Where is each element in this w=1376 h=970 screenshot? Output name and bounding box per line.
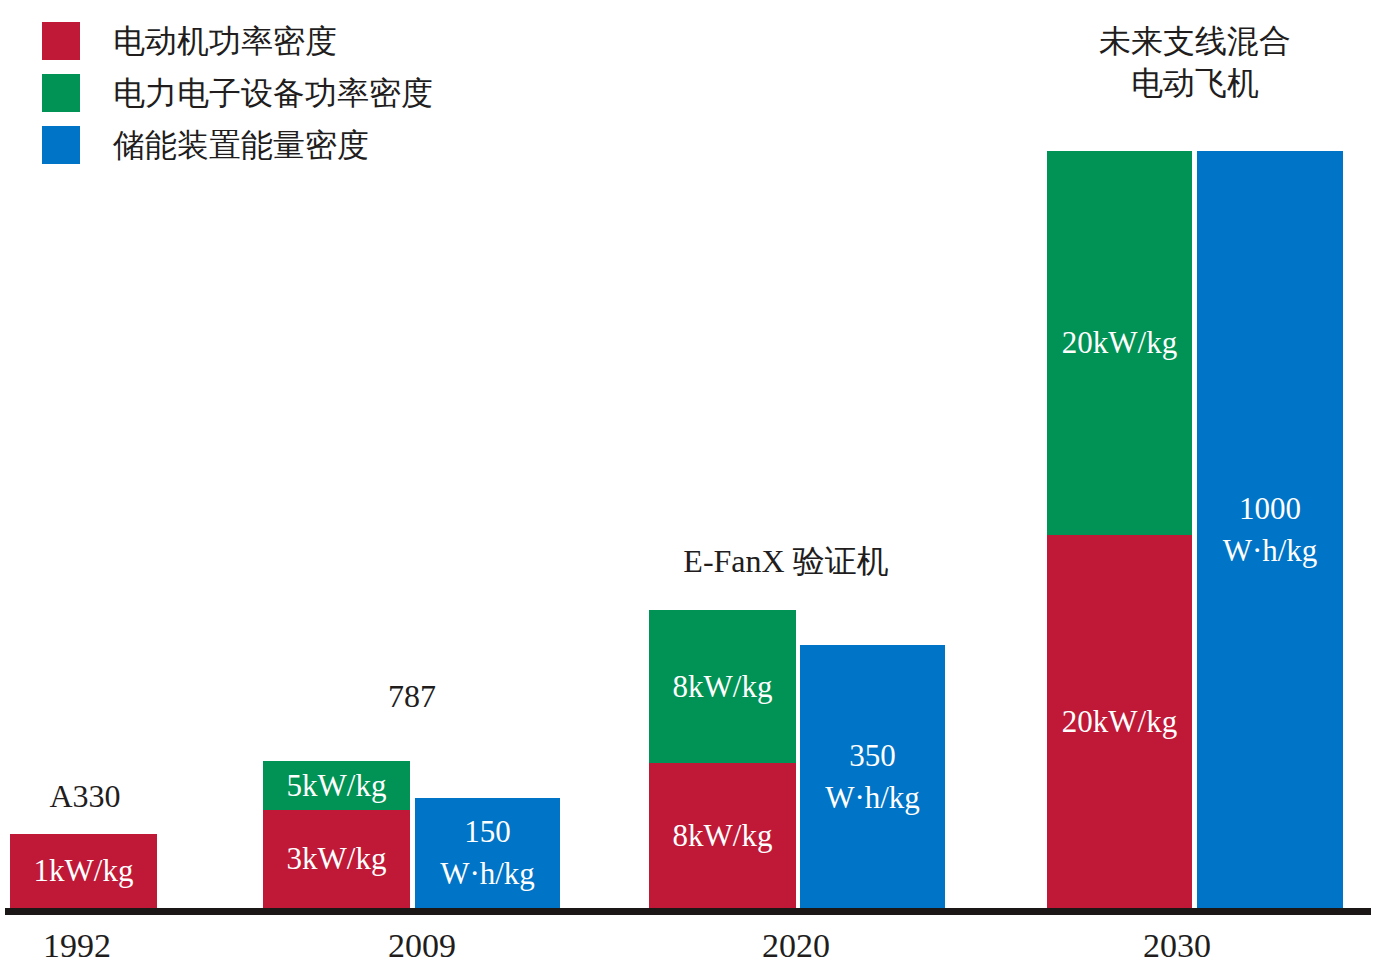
bar-value-label: 20kW/kg bbox=[1062, 705, 1177, 739]
bar-value-label: 150 bbox=[464, 811, 511, 853]
electronics-bar-segment: 5kW/kg bbox=[263, 761, 410, 810]
bar-value-label-stack: 350W·h/kg bbox=[825, 645, 920, 908]
bar-value-label: 1kW/kg bbox=[34, 854, 134, 888]
storage-legend-swatch bbox=[42, 126, 80, 164]
motor-bar-segment: 20kW/kg bbox=[1047, 535, 1192, 908]
group-title-2009: 787 bbox=[388, 675, 436, 717]
bar-chart: A3301kW/kg19927875kW/kg3kW/kg150W·h/kg20… bbox=[0, 0, 1376, 970]
bar-value-label: 1000 bbox=[1239, 488, 1301, 530]
x-tick-label-2009: 2009 bbox=[388, 926, 456, 966]
legend-item-electronics: 电力电子设备功率密度 bbox=[42, 74, 433, 112]
motor-bar-segment: 8kW/kg bbox=[649, 763, 796, 908]
group-title-line: 787 bbox=[388, 675, 436, 717]
motor-legend-swatch bbox=[42, 22, 80, 60]
group-title-line: E-FanX 验证机 bbox=[683, 540, 888, 582]
legend-label: 储能装置能量密度 bbox=[113, 126, 369, 164]
bar-value-label: 3kW/kg bbox=[287, 842, 387, 876]
bar-value-label: 8kW/kg bbox=[673, 819, 773, 853]
electronics-bar-segment: 20kW/kg bbox=[1047, 151, 1192, 535]
bar-value-label: W·h/kg bbox=[825, 777, 920, 819]
storage-bar: 1000W·h/kg bbox=[1197, 151, 1343, 908]
storage-bar: 350W·h/kg bbox=[800, 645, 945, 908]
bar-value-label: W·h/kg bbox=[1223, 530, 1318, 572]
electronics-legend-swatch bbox=[42, 74, 80, 112]
group-title-line: A330 bbox=[49, 775, 120, 817]
x-tick-label-2030: 2030 bbox=[1143, 926, 1211, 966]
bar-value-label: 8kW/kg bbox=[673, 670, 773, 704]
bar-value-label-stack: 1000W·h/kg bbox=[1223, 151, 1318, 908]
legend-item-motor: 电动机功率密度 bbox=[42, 22, 433, 60]
motor-bar-segment: 3kW/kg bbox=[263, 810, 410, 908]
group-title-2020: E-FanX 验证机 bbox=[683, 540, 888, 582]
group-title-line: 电动飞机 bbox=[1099, 62, 1291, 104]
group-title-line: 未来支线混合 bbox=[1099, 20, 1291, 62]
legend-label: 电动机功率密度 bbox=[113, 22, 337, 60]
chart-legend: 电动机功率密度电力电子设备功率密度储能装置能量密度 bbox=[42, 22, 433, 178]
bar-value-label-stack: 150W·h/kg bbox=[440, 798, 535, 908]
legend-label: 电力电子设备功率密度 bbox=[113, 74, 433, 112]
bar-value-label: 350 bbox=[849, 735, 896, 777]
storage-bar: 150W·h/kg bbox=[415, 798, 560, 908]
legend-item-storage: 储能装置能量密度 bbox=[42, 126, 433, 164]
group-title-2030: 未来支线混合电动飞机 bbox=[1099, 20, 1291, 104]
x-axis-line bbox=[5, 908, 1371, 915]
x-tick-label-1992: 1992 bbox=[43, 926, 111, 966]
electronics-bar-segment: 8kW/kg bbox=[649, 610, 796, 763]
bar-value-label: W·h/kg bbox=[440, 853, 535, 895]
bar-value-label: 5kW/kg bbox=[287, 769, 387, 803]
group-title-1992: A330 bbox=[49, 775, 120, 817]
x-tick-label-2020: 2020 bbox=[762, 926, 830, 966]
motor-bar-segment: 1kW/kg bbox=[10, 834, 157, 908]
bar-value-label: 20kW/kg bbox=[1062, 326, 1177, 360]
